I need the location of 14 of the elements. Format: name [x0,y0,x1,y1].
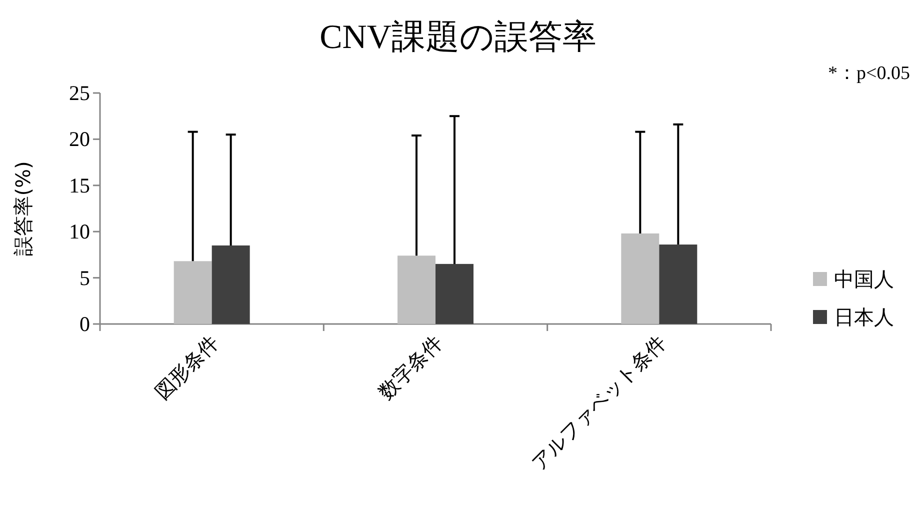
annotation: *：p<0.05 [828,63,910,84]
y-tick-label: 10 [69,220,90,244]
legend-label: 日本人 [834,305,894,329]
x-tick-label: アルファベット条件 [526,330,671,475]
ylabel: 誤答率(%) [11,161,35,256]
title: CNV課題の誤答率 [320,19,596,56]
y-tick-label: 5 [80,266,90,290]
x-tick-label: 図形条件 [150,330,224,404]
legend-label: 中国人 [834,267,894,291]
y-tick-label: 20 [69,127,90,152]
y-tick-label: 0 [80,312,90,336]
y-tick-label: 25 [69,81,90,105]
x-tick-label: 数字条件 [373,330,448,404]
y-tick-label: 15 [69,173,90,198]
